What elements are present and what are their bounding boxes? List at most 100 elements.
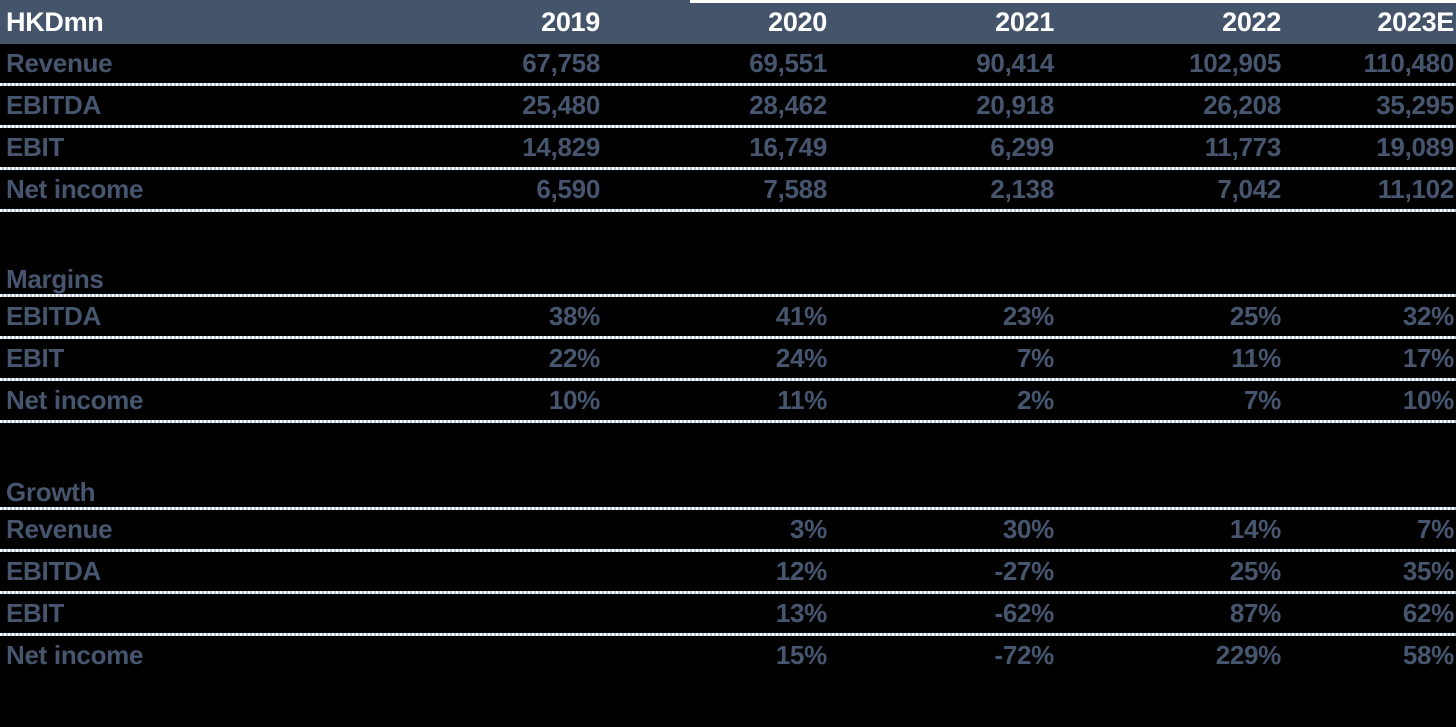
- cell-value: 10%: [1402, 385, 1454, 415]
- cell-value: -27%: [994, 556, 1055, 586]
- cell-value: 22%: [548, 343, 600, 373]
- cell-value: 41%: [775, 301, 827, 331]
- cell-value: 62%: [1402, 598, 1454, 628]
- row-separator: [0, 378, 1456, 381]
- table-row-ebitda-growth: EBITDA 12% -27% 25% 35%: [0, 552, 1456, 591]
- cell-value: 7,042: [1217, 174, 1281, 204]
- cell-value: 7,588: [763, 174, 827, 204]
- row-label: EBITDA: [6, 301, 101, 331]
- table-row-ebit: EBIT 14,829 16,749 6,299 11,773 19,089: [0, 128, 1456, 167]
- cell-value: 35%: [1402, 556, 1454, 586]
- section-title-row: Growth: [0, 477, 1456, 507]
- row-label: Net income: [6, 174, 144, 204]
- cell-value: 14,829: [522, 132, 600, 162]
- cell-value: 25%: [1229, 301, 1281, 331]
- cell-value: 7%: [1417, 514, 1454, 544]
- cell-value: 17%: [1402, 343, 1454, 373]
- cell-value: 16,749: [749, 132, 827, 162]
- cell-value: 35,295: [1376, 90, 1454, 120]
- cell-value: 20,918: [976, 90, 1054, 120]
- cell-value: 229%: [1215, 640, 1282, 670]
- cell-value: 90,414: [976, 48, 1054, 78]
- row-separator: [0, 125, 1456, 128]
- row-label: EBITDA: [6, 556, 101, 586]
- cell-value: 102,905: [1189, 48, 1281, 78]
- row-label: Revenue: [6, 48, 113, 78]
- section-title-row: Margins: [0, 264, 1456, 294]
- table-row-revenue-growth: Revenue 3% 30% 14% 7%: [0, 510, 1456, 549]
- cell-value: 32%: [1402, 301, 1454, 331]
- row-label: EBITDA: [6, 90, 101, 120]
- column-header-2022: 2022: [1222, 6, 1281, 37]
- cell-value: -62%: [994, 598, 1055, 628]
- cell-value: 38%: [548, 301, 600, 331]
- row-separator: [0, 507, 1456, 510]
- row-separator: [0, 294, 1456, 297]
- unit-label: HKDmn: [6, 6, 104, 37]
- column-header-2021: 2021: [995, 6, 1054, 37]
- cell-value: 11,773: [1204, 132, 1282, 162]
- cell-value: 19,089: [1376, 132, 1454, 162]
- section-title: Margins: [6, 264, 104, 294]
- cell-value: 13%: [775, 598, 827, 628]
- cell-value: 30%: [1002, 514, 1054, 544]
- cell-value: 6,299: [990, 132, 1054, 162]
- cell-value: 11%: [1231, 343, 1281, 373]
- row-label: Net income: [6, 640, 144, 670]
- cell-value: 58%: [1402, 640, 1454, 670]
- cell-value: 24%: [775, 343, 827, 373]
- row-label: Net income: [6, 385, 144, 415]
- cell-value: 26,208: [1203, 90, 1281, 120]
- table-row-net-income-growth: Net income 15% -72% 229% 58%: [0, 636, 1456, 675]
- financials-section: Revenue 67,758 69,551 90,414 102,905 110…: [0, 44, 1456, 212]
- cell-value: 87%: [1229, 598, 1281, 628]
- section-gap: [0, 423, 1456, 477]
- row-separator: [0, 83, 1456, 86]
- cell-value: 7%: [1244, 385, 1281, 415]
- table-row-ebit-margin: EBIT 22% 24% 7% 11% 17%: [0, 339, 1456, 378]
- section-title: Growth: [6, 477, 96, 507]
- cell-value: 69,551: [749, 48, 827, 78]
- table-row-net-income: Net income 6,590 7,588 2,138 7,042 11,10…: [0, 170, 1456, 209]
- margins-section: Margins EBITDA 38% 41% 23% 25% 32% EBIT …: [0, 264, 1456, 423]
- table-row-net-income-margin: Net income 10% 11% 2% 7% 10%: [0, 381, 1456, 420]
- row-label: EBIT: [6, 598, 65, 628]
- cell-value: 2,138: [990, 174, 1054, 204]
- top-edge-highlight: [690, 0, 1456, 3]
- column-header-2020: 2020: [768, 6, 827, 37]
- row-separator: [0, 633, 1456, 636]
- cell-value: 25,480: [522, 90, 600, 120]
- row-separator: [0, 336, 1456, 339]
- cell-value: 7%: [1017, 343, 1054, 373]
- cell-value: 10%: [548, 385, 600, 415]
- cell-value: 67,758: [522, 48, 600, 78]
- column-header-2023e: 2023E: [1377, 6, 1454, 37]
- cell-value: 14%: [1229, 514, 1281, 544]
- cell-value: 3%: [790, 514, 827, 544]
- cell-value: 28,462: [749, 90, 827, 120]
- table-row-revenue: Revenue 67,758 69,551 90,414 102,905 110…: [0, 44, 1456, 83]
- cell-value: 110,480: [1363, 48, 1455, 78]
- table-row-ebit-growth: EBIT 13% -62% 87% 62%: [0, 594, 1456, 633]
- table-row-ebitda-margin: EBITDA 38% 41% 23% 25% 32%: [0, 297, 1456, 336]
- cell-value: 12%: [775, 556, 827, 586]
- cell-value: 6,590: [536, 174, 600, 204]
- row-separator: [0, 549, 1456, 552]
- cell-value: 11%: [777, 385, 827, 415]
- section-gap: [0, 212, 1456, 264]
- row-separator: [0, 167, 1456, 170]
- cell-value: 11,102: [1377, 174, 1455, 204]
- row-separator: [0, 209, 1456, 212]
- table-header-row: HKDmn 2019 2020 2021 2022 2023E: [0, 0, 1456, 44]
- row-separator: [0, 420, 1456, 423]
- growth-section: Growth Revenue 3% 30% 14% 7% EBITDA 12% …: [0, 477, 1456, 675]
- row-separator: [0, 591, 1456, 594]
- column-header-2019: 2019: [541, 6, 600, 37]
- cell-value: 25%: [1229, 556, 1281, 586]
- row-label: Revenue: [6, 514, 113, 544]
- row-label: EBIT: [6, 132, 65, 162]
- cell-value: -72%: [994, 640, 1055, 670]
- cell-value: 23%: [1002, 301, 1054, 331]
- cell-value: 2%: [1017, 385, 1054, 415]
